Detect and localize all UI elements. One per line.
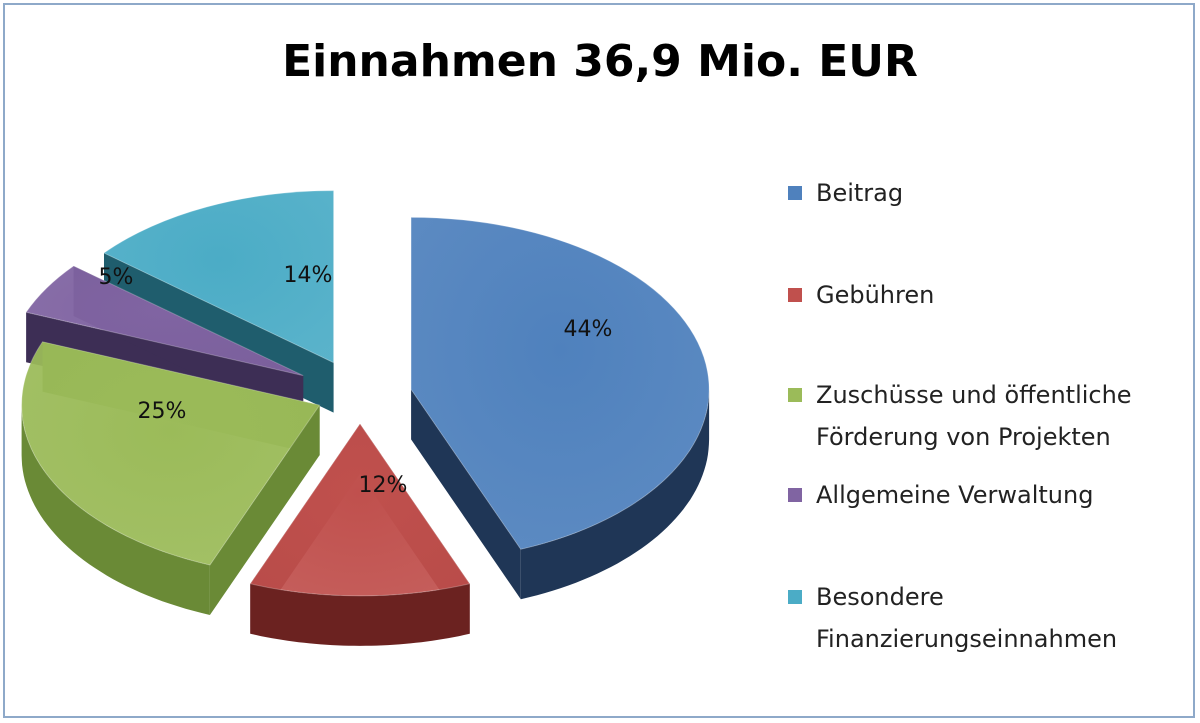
- legend-swatch: [788, 186, 802, 200]
- data-label-zuschüsse-und-öffentliche-förderung-von-projekten: 25%: [138, 399, 187, 424]
- pie-slice-zuschüsse-und-öffentliche-förderung-von-projekten: [21, 341, 321, 616]
- pie-slice-rim: [21, 405, 210, 615]
- pie-slice-top: [410, 216, 710, 550]
- legend-label: Zuschüsse und öffentliche Förderung von P…: [816, 381, 1132, 451]
- pie-slice-beitrag: [410, 216, 710, 600]
- legend-label: Gebühren: [816, 281, 935, 309]
- pie-slice-top: [249, 422, 471, 597]
- pie-slice-top: [25, 265, 304, 377]
- pie-slice-gebühren: [249, 422, 471, 646]
- pie-slice-rim: [250, 583, 470, 646]
- pie-slice-top: [102, 190, 335, 364]
- legend-swatch: [788, 388, 802, 402]
- legend-label: Allgemeine Verwaltung: [816, 481, 1094, 509]
- pie-slice-rim: [520, 389, 710, 600]
- chart-title: Einnahmen 36,9 Mio. EUR: [282, 36, 918, 87]
- legend-swatch: [788, 488, 802, 502]
- legend-label: Beitrag: [816, 179, 904, 207]
- pie-slice-top: [21, 341, 321, 566]
- legend-swatch: [788, 288, 802, 302]
- data-label-allgemeine-verwaltung: 5%: [99, 265, 134, 290]
- pie-slice-face: [411, 389, 521, 600]
- pie-slice-face: [209, 405, 320, 616]
- legend-swatch: [788, 590, 802, 604]
- data-label-gebühren: 12%: [359, 473, 408, 498]
- data-label-beitrag: 44%: [564, 317, 613, 342]
- legend-label: Besondere Finanzierungseinnahmen: [816, 583, 1118, 653]
- data-label-besondere-finanzierungseinnahmen: 14%: [284, 263, 333, 288]
